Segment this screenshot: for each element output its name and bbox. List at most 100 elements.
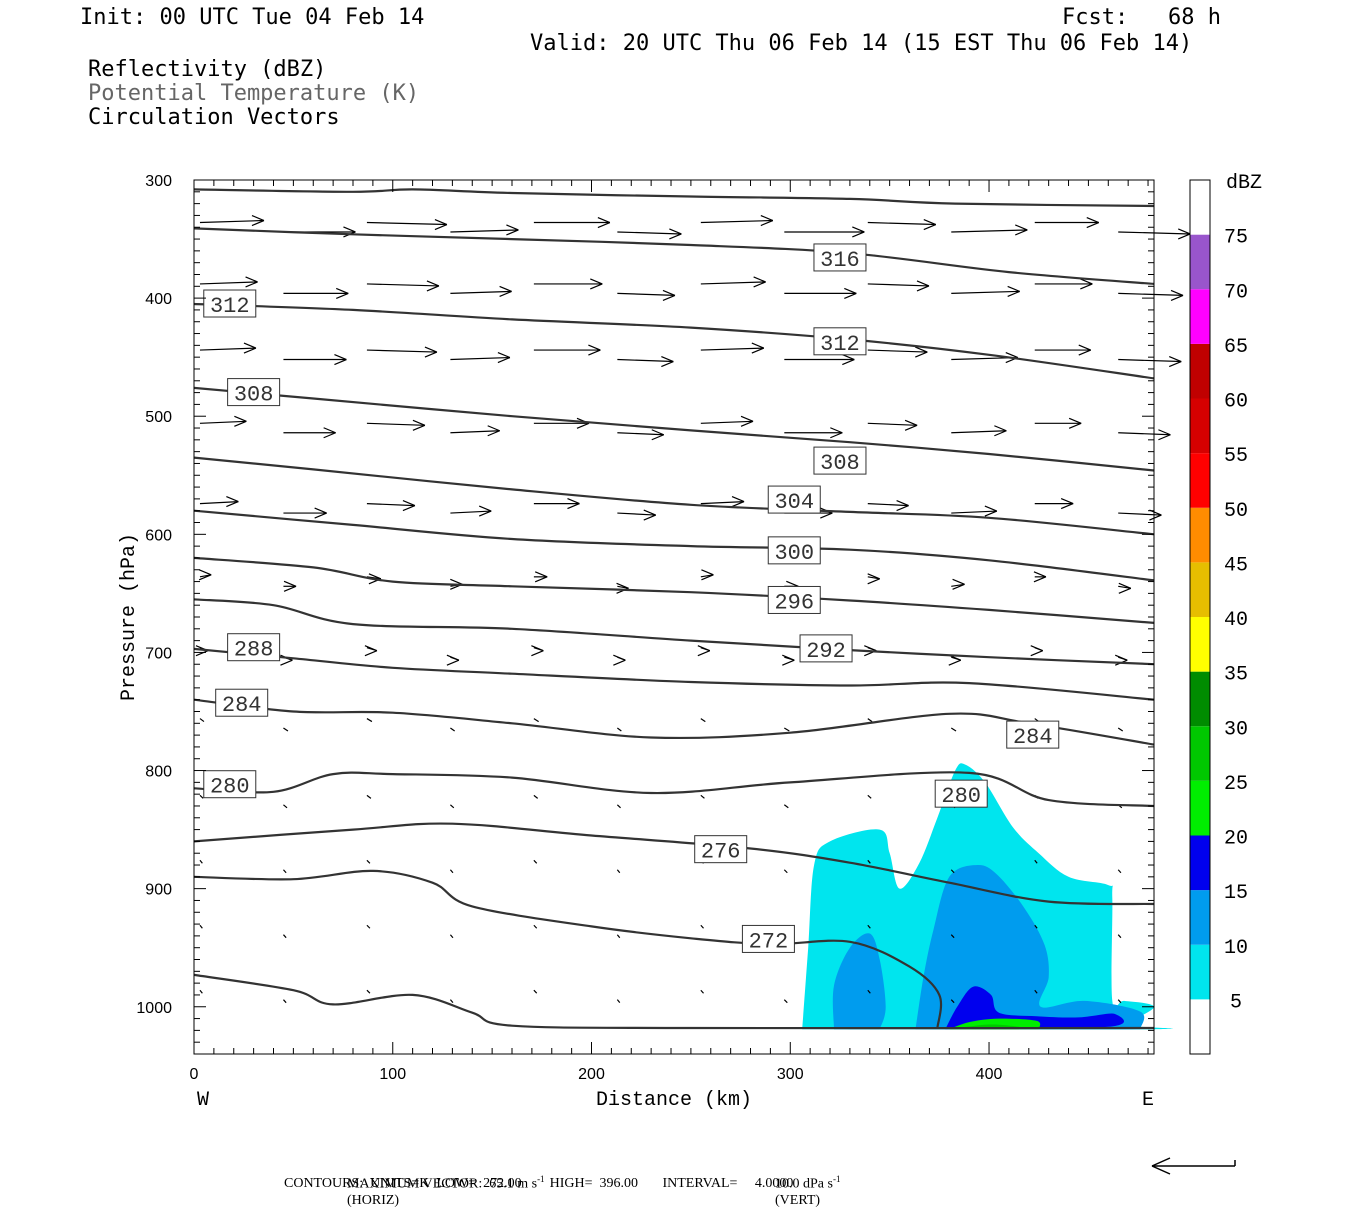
theta-label-box-10 xyxy=(215,688,269,717)
theta-label-5: 304 xyxy=(774,490,814,515)
circulation-vector xyxy=(867,500,909,512)
y-tick-label-600: 600 xyxy=(145,527,172,544)
colorbar-label-55: 55 xyxy=(1224,445,1248,468)
colorbar-swatch-2 xyxy=(1190,890,1210,945)
circulation-vector xyxy=(700,794,705,799)
circulation-vector xyxy=(199,496,239,508)
circulation-vector xyxy=(533,571,548,583)
circulation-vector xyxy=(616,999,621,1004)
circulation-vector xyxy=(1117,727,1124,732)
circulation-vector xyxy=(283,287,349,299)
contours-info: CONTOURS: UNITS=K LOW= 272.00 HIGH= 396.… xyxy=(284,1176,794,1191)
theta-label-box-1 xyxy=(203,289,257,318)
field-reflectivity: Reflectivity (dBZ) xyxy=(88,57,327,82)
theta-label-box-4 xyxy=(813,446,867,475)
circulation-vector xyxy=(1117,999,1122,1004)
colorbar-label-45: 45 xyxy=(1224,554,1248,577)
circulation-vector xyxy=(697,645,711,657)
circulation-vector xyxy=(366,280,440,292)
colorbar-swatch-4 xyxy=(1190,780,1210,836)
circulation-vector xyxy=(533,344,601,356)
colorbar-swatch-15 xyxy=(1190,180,1210,235)
colorbar-label-5: 5 xyxy=(1230,991,1242,1014)
init-label: Init: 00 UTC Tue 04 Feb 14 xyxy=(80,5,425,30)
circulation-vector xyxy=(199,718,205,723)
colorbar-swatch-3 xyxy=(1190,835,1210,891)
circulation-vector xyxy=(616,804,621,809)
theta-label-box-6 xyxy=(767,536,821,565)
circulation-vector xyxy=(283,580,297,592)
circulation-vector xyxy=(283,727,289,732)
theta-label-9: 292 xyxy=(806,639,846,664)
colorbar-swatch-6 xyxy=(1190,671,1210,727)
theta-contour-312 xyxy=(193,302,1155,380)
circulation-vector xyxy=(198,569,212,581)
circulation-vector xyxy=(867,419,918,431)
x-tick-label-400: 400 xyxy=(976,1066,1003,1083)
circulation-vector xyxy=(1118,289,1184,301)
circulation-vector xyxy=(1118,355,1182,368)
west-label: W xyxy=(197,1089,209,1112)
circulation-vector xyxy=(783,804,789,809)
circulation-vector xyxy=(282,869,287,874)
theta-contour-284 xyxy=(193,698,1155,746)
theta-contour-304 xyxy=(193,456,1155,536)
circulation-vector xyxy=(700,342,765,354)
y-tick-label-400: 400 xyxy=(145,291,172,308)
circulation-vector xyxy=(700,569,714,581)
theta-label-box-12 xyxy=(203,770,257,799)
circulation-vector xyxy=(364,645,378,657)
theta-label-box-13 xyxy=(934,779,988,808)
theta-label-box-2 xyxy=(813,327,867,356)
circulation-vector xyxy=(784,427,843,439)
circulation-vector xyxy=(617,509,656,521)
colorbar-label-10: 10 xyxy=(1224,937,1248,960)
circulation-vector xyxy=(533,924,538,929)
x-tick-label-100: 100 xyxy=(379,1066,406,1083)
theta-contour-280 xyxy=(193,771,1155,808)
circulation-vector xyxy=(1033,571,1047,583)
circulation-vector xyxy=(616,869,621,874)
circulation-vector xyxy=(449,934,454,939)
theta-label-box-3 xyxy=(227,378,281,407)
colorbar-label-60: 60 xyxy=(1224,391,1248,414)
colorbar-label-30: 30 xyxy=(1224,718,1248,741)
circulation-vector xyxy=(1034,344,1091,356)
colorbar-frame xyxy=(1189,179,1211,1055)
circulation-vector xyxy=(531,645,544,657)
y-tick-label-800: 800 xyxy=(145,764,172,781)
circulation-vector xyxy=(1034,498,1074,510)
theta-label-box-9 xyxy=(799,634,853,663)
theta-label-15: 272 xyxy=(749,929,789,954)
circulation-vector xyxy=(1118,429,1171,441)
max-vector-vert-value: 10.0 dPa s xyxy=(775,1176,833,1192)
y-tick-label-1000: 1000 xyxy=(136,1000,172,1017)
reflectivity-layer xyxy=(802,763,1173,1030)
theta-label-box-15 xyxy=(741,924,795,953)
circulation-vector xyxy=(1118,509,1162,521)
vector-layer xyxy=(195,214,1191,1004)
theta-label-14: 276 xyxy=(701,840,741,865)
circulation-vector xyxy=(450,425,500,437)
colorbar-swatch-12 xyxy=(1190,343,1210,399)
max-vector-horiz-value: MAXIMUM VECTOR: 65.1 m s xyxy=(347,1176,538,1192)
circulation-vector xyxy=(283,353,347,366)
theta-label-12: 280 xyxy=(210,775,250,800)
circulation-vector xyxy=(784,287,857,299)
circulation-vector xyxy=(283,507,327,519)
circulation-vector xyxy=(951,285,1020,297)
circulation-vector xyxy=(700,415,754,427)
circulation-vector xyxy=(450,224,519,236)
y-tick-label-900: 900 xyxy=(145,882,172,899)
circulation-vector xyxy=(784,226,865,238)
circulation-vector xyxy=(366,346,438,358)
field-vectors: Circulation Vectors xyxy=(88,105,340,130)
theta-label-box-7 xyxy=(767,585,821,614)
circulation-vector xyxy=(867,989,871,994)
circulation-vector xyxy=(951,425,1007,437)
circulation-vector xyxy=(449,999,454,1004)
circulation-vector xyxy=(867,218,937,231)
theta-contour-layer xyxy=(193,188,1155,1030)
colorbar-label-75: 75 xyxy=(1224,227,1248,250)
circulation-vector xyxy=(617,429,664,441)
